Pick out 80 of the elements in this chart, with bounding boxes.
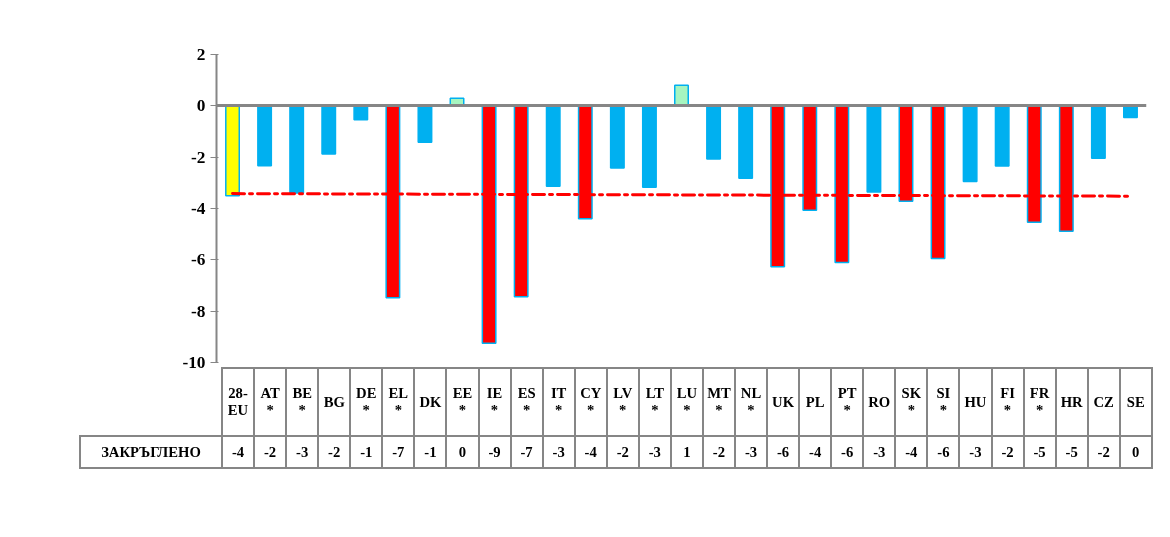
x-tick-label: NL* [735,368,768,436]
bar [1090,105,1106,159]
y-tick-label: 0 [196,96,206,116]
data-label: -7 [382,436,415,468]
bar [257,105,273,167]
x-tick-label: BE* [286,368,319,436]
y-tick-label: -8 [191,301,206,321]
data-label: -6 [767,436,800,468]
x-tick-label: MT* [702,368,735,436]
data-label: -3 [286,436,319,468]
x-tick-label: DK [414,368,447,436]
bar [962,105,978,183]
data-label: -1 [350,436,383,468]
bar [321,105,337,155]
x-tick-label: PL [799,368,832,436]
x-tick-label: HU [959,368,992,436]
x-tick-label: BG [318,368,351,436]
x-tick-label: UK [767,368,800,436]
x-tick-label: 28-EU [222,368,255,436]
bar [289,105,305,194]
bar [706,105,722,160]
data-label: -4 [799,436,832,468]
data-label: 0 [1119,436,1152,468]
x-tick-label: AT* [254,368,287,436]
y-tick-label: 2 [196,45,206,64]
data-label: -3 [735,436,768,468]
x-tick-label: CZ [1087,368,1120,436]
data-label: -7 [510,436,543,468]
data-label: -1 [414,436,447,468]
data-label: -4 [574,436,607,468]
bar [609,105,625,169]
bar [417,105,433,144]
data-label: -2 [991,436,1024,468]
x-tick-label: FI* [991,368,1024,436]
y-tick-label: -2 [191,147,206,167]
data-label: -2 [254,436,287,468]
x-tick-label: SI* [927,368,960,436]
x-tick-label: IE* [478,368,511,436]
data-label: -3 [638,436,671,468]
x-tick-label: SK* [895,368,928,436]
x-tick-label: LT* [638,368,671,436]
data-label: -6 [927,436,960,468]
data-label: -2 [318,436,351,468]
x-tick-label: IT* [542,368,575,436]
bar [738,105,754,179]
data-label: -5 [1055,436,1088,468]
x-tick-label: DE* [350,368,383,436]
x-tick-label: RO [863,368,896,436]
y-tick-label: -4 [191,199,206,218]
bar [866,105,882,193]
data-label: -3 [542,436,575,468]
x-tick-label: PT* [831,368,864,436]
y-tick-label: -10 [182,353,206,372]
data-label: -4 [895,436,928,468]
data-label: -2 [1087,436,1120,468]
data-label: 0 [446,436,479,468]
bar [641,105,657,188]
x-tick-label: SE [1119,368,1152,436]
x-tick-label: FR* [1023,368,1056,436]
x-tick-label: EL* [382,368,415,436]
data-label: 1 [670,436,703,468]
y-tick-label: -6 [191,250,206,270]
x-tick-label: EE* [446,368,479,436]
x-tick-label: ES* [510,368,543,436]
x-tick-label: CY* [574,368,607,436]
data-label: -5 [1023,436,1056,468]
data-label: -2 [702,436,735,468]
bar [545,105,561,187]
data-label: -2 [606,436,639,468]
data-label: -3 [863,436,896,468]
x-tick-label: LU* [670,368,703,436]
bar [225,105,241,197]
text: ЗАКРЪГЛЕНО [80,436,222,468]
data-label: -4 [222,436,255,468]
bar [994,105,1010,167]
data-label: -9 [478,436,511,468]
x-tick-label: HR [1055,368,1088,436]
data-label: -3 [959,436,992,468]
x-tick-label: LV* [606,368,639,436]
data-label: -6 [831,436,864,468]
